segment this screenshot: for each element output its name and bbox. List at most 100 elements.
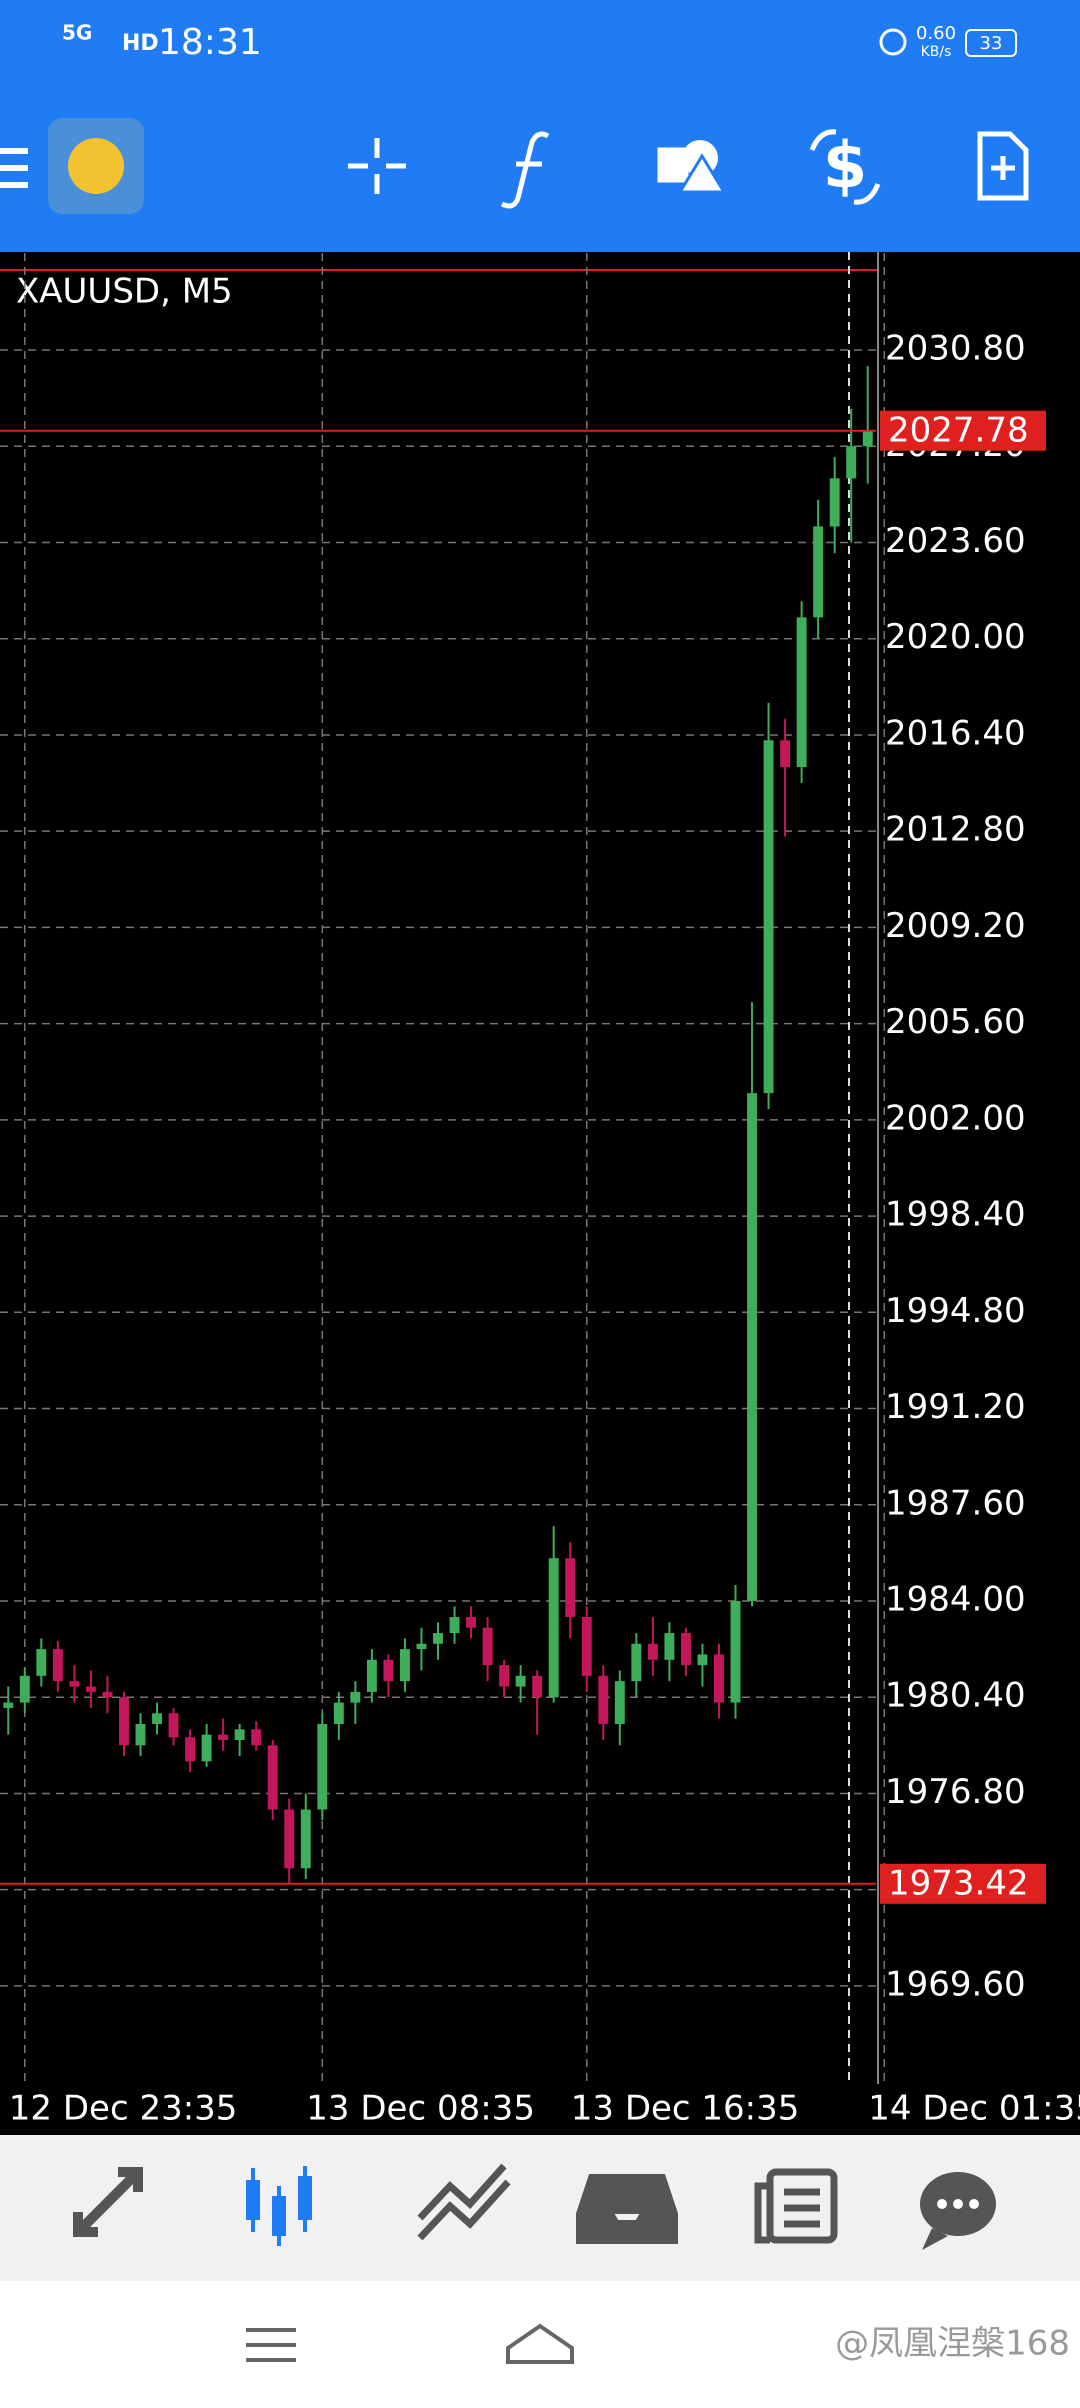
battery-icon [965,29,1017,57]
candle-body [218,1734,229,1740]
candle-body [829,478,840,527]
candle-body [416,1643,427,1650]
y-tick-label: 1991.20 [885,1387,1026,1427]
chart-tab[interactable] [246,2166,312,2246]
price-label: 2027.78 [888,410,1029,450]
candle-body [52,1649,63,1682]
price-label-box [880,410,1046,451]
history-tab[interactable] [576,2174,678,2244]
battery-level: 33 [980,33,1003,54]
x-tick-label: 14 Dec 01:35 [868,2089,1080,2129]
candle-body [19,1675,30,1703]
x-tick-label: 13 Dec 08:35 [306,2089,535,2129]
bottom-nav [0,2135,1080,2281]
candle-body [85,1686,96,1692]
candle-body [168,1713,179,1738]
candle-body [747,1093,757,1601]
y-tick-label: 2002.00 [885,1098,1026,1138]
home-key[interactable] [506,2323,574,2364]
system-nav [0,2281,1080,2408]
candle-body [515,1675,526,1687]
chart-background [0,252,1080,2135]
candle-body [565,1558,576,1618]
y-tick-label: 1976.80 [885,1772,1026,1812]
chart: XAUUSD, M5 1969.601973.201976.801980.401… [0,252,1080,2129]
trade-tab[interactable] [417,2163,511,2241]
chart-title: XAUUSD, M5 [16,272,233,312]
news-tab[interactable] [754,2168,838,2244]
status-bar: 5G HD 18:31 0.60 KB/s 33 [62,21,1017,63]
y-tick-label: 2012.80 [885,810,1026,850]
candle-body [697,1654,708,1666]
candle-body [234,1729,245,1740]
candle-body [631,1643,642,1682]
candle-body [284,1809,295,1869]
y-tick-label: 2005.60 [885,1002,1026,1042]
clock: 18:31 [158,22,262,63]
candle-body [796,617,807,768]
new-order-button[interactable] [977,131,1029,201]
y-tick-label: 2016.40 [885,713,1026,753]
y-tick-label: 2009.20 [885,906,1026,946]
quotes-tab[interactable] [73,2167,143,2237]
indicators-button[interactable] [500,131,550,209]
candle-body [499,1665,510,1687]
candle-body [69,1681,80,1687]
candle-body [399,1649,410,1682]
candle-body [300,1809,311,1869]
crosshair-button[interactable] [348,138,406,194]
candle-body [714,1654,724,1703]
menu-key[interactable] [246,2328,296,2362]
y-tick-label: 2020.00 [885,617,1026,657]
candle-body [185,1737,196,1762]
candle-body [548,1558,559,1698]
net-speed-unit: KB/s [921,44,952,60]
candle-body [581,1617,592,1676]
candle-body [383,1659,394,1682]
bottom-nav-icons [73,2163,996,2250]
candle-body [846,446,857,479]
candle-body [664,1633,675,1660]
y-tick-label: 2030.80 [885,329,1026,369]
candle-body [780,740,791,768]
x-tick-label: 13 Dec 16:35 [571,2089,800,2129]
candle-body [730,1600,741,1703]
candle-body [532,1675,543,1698]
candle-body [119,1697,129,1746]
candle-body [433,1633,443,1644]
candle-body [598,1675,609,1724]
price-label-box [880,1863,1046,1904]
y-tick-label: 1969.60 [885,1964,1026,2004]
candle-body [366,1659,377,1692]
toolbar: $ [0,118,1029,214]
candle-body [152,1713,162,1724]
candle-body [862,430,873,447]
y-tick-label: 1987.60 [885,1483,1026,1523]
y-tick-label: 1998.40 [885,1195,1026,1235]
candle-body [317,1723,328,1810]
candle-body [102,1691,113,1698]
alarm-icon [879,28,907,56]
messages-tab[interactable] [920,2172,996,2250]
network: 5G [62,21,92,45]
y-tick-label: 1984.00 [885,1579,1026,1619]
candle-body [813,526,824,618]
objects-button[interactable] [657,140,727,194]
app-icon-mark [68,138,124,194]
candle-body [482,1627,493,1666]
candle-body [3,1702,14,1708]
trade-button[interactable]: $ [809,129,881,205]
candle-body [614,1681,625,1724]
candle-body [333,1702,344,1724]
candle-body [251,1729,262,1746]
menu-button[interactable] [0,148,28,188]
app-header [0,0,1080,252]
net-speed: 0.60 [916,23,956,44]
candle-body [350,1691,361,1703]
candle-body [36,1649,47,1676]
y-tick-label: 1994.80 [885,1291,1026,1331]
y-tick-label: 1980.40 [885,1676,1026,1716]
candle-body [466,1617,477,1628]
